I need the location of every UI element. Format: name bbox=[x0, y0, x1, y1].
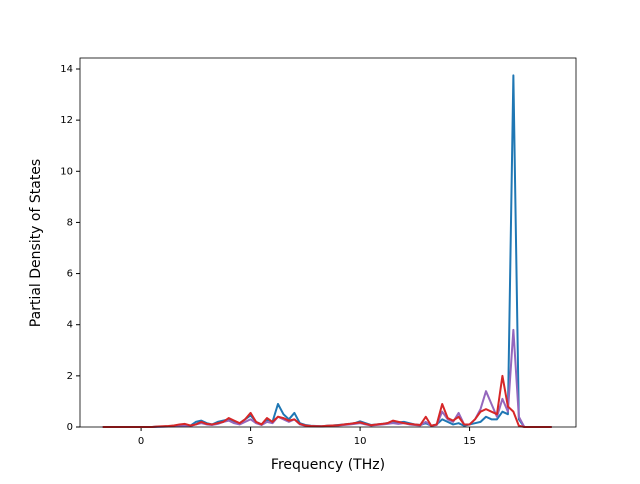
y-tick-label: 2 bbox=[67, 371, 73, 382]
y-tick-label: 6 bbox=[67, 269, 73, 280]
pdos-line bbox=[102, 328, 552, 428]
y-tick-label: 10 bbox=[60, 166, 73, 177]
x-axis-label: Frequency (THz) bbox=[271, 457, 385, 473]
y-tick-label: 8 bbox=[67, 217, 73, 228]
x-tick-label: 10 bbox=[354, 436, 367, 447]
pdos-line bbox=[102, 74, 552, 428]
pdos-line bbox=[102, 374, 552, 428]
y-tick-label: 0 bbox=[67, 422, 73, 433]
x-tick-label: 0 bbox=[138, 436, 144, 447]
plot-frame bbox=[79, 57, 577, 428]
y-axis-label: Partial Density of States bbox=[28, 159, 44, 327]
x-tick-label: 15 bbox=[463, 436, 476, 447]
x-tick-label: 5 bbox=[247, 436, 253, 447]
y-tick-label: 14 bbox=[60, 64, 73, 75]
y-tick-label: 4 bbox=[67, 320, 73, 331]
y-tick-label: 12 bbox=[60, 115, 73, 126]
